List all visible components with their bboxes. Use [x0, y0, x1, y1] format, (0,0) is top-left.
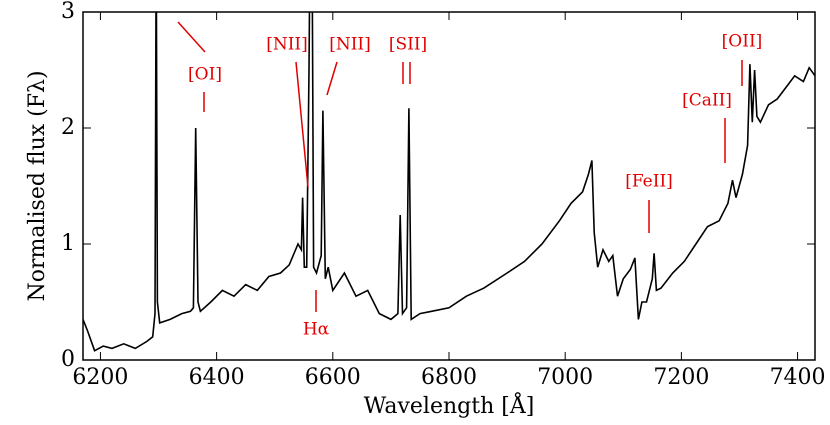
- x-tick-label: 6600: [305, 365, 361, 390]
- annotation-label: [NII]: [266, 35, 308, 55]
- y-tick-label: 3: [61, 0, 75, 24]
- y-tick-label: 2: [61, 115, 75, 140]
- y-tick-label: 1: [61, 231, 75, 256]
- annotation-label: [CaII]: [682, 91, 732, 111]
- x-axis-label: Wavelength [Å]: [364, 391, 535, 419]
- annotation-label: [FeII]: [625, 172, 673, 192]
- x-tick-label: 6800: [421, 365, 477, 390]
- annotation-pointer: [326, 61, 338, 96]
- annotation-label: [OI]: [188, 65, 222, 85]
- annotation-pointer: [295, 61, 309, 188]
- x-tick-label: 7200: [653, 365, 709, 390]
- x-tick-label: 7000: [537, 365, 593, 390]
- plot-frame: [82, 11, 816, 361]
- annotation-label: [SII]: [389, 35, 427, 55]
- x-tick-label: 7400: [770, 365, 826, 390]
- y-axis-label: Normalised flux (Fλ): [25, 70, 50, 301]
- annotation-label: [OII]: [722, 32, 763, 52]
- spectrum-line: [83, 12, 815, 352]
- x-tick-label: 6200: [72, 365, 128, 390]
- annotation-pointer: [177, 21, 206, 53]
- annotation-label: [NII]: [329, 35, 371, 55]
- y-tick-label: 0: [61, 347, 75, 372]
- x-tick-label: 6400: [189, 365, 245, 390]
- annotation-label: Hα: [303, 320, 330, 340]
